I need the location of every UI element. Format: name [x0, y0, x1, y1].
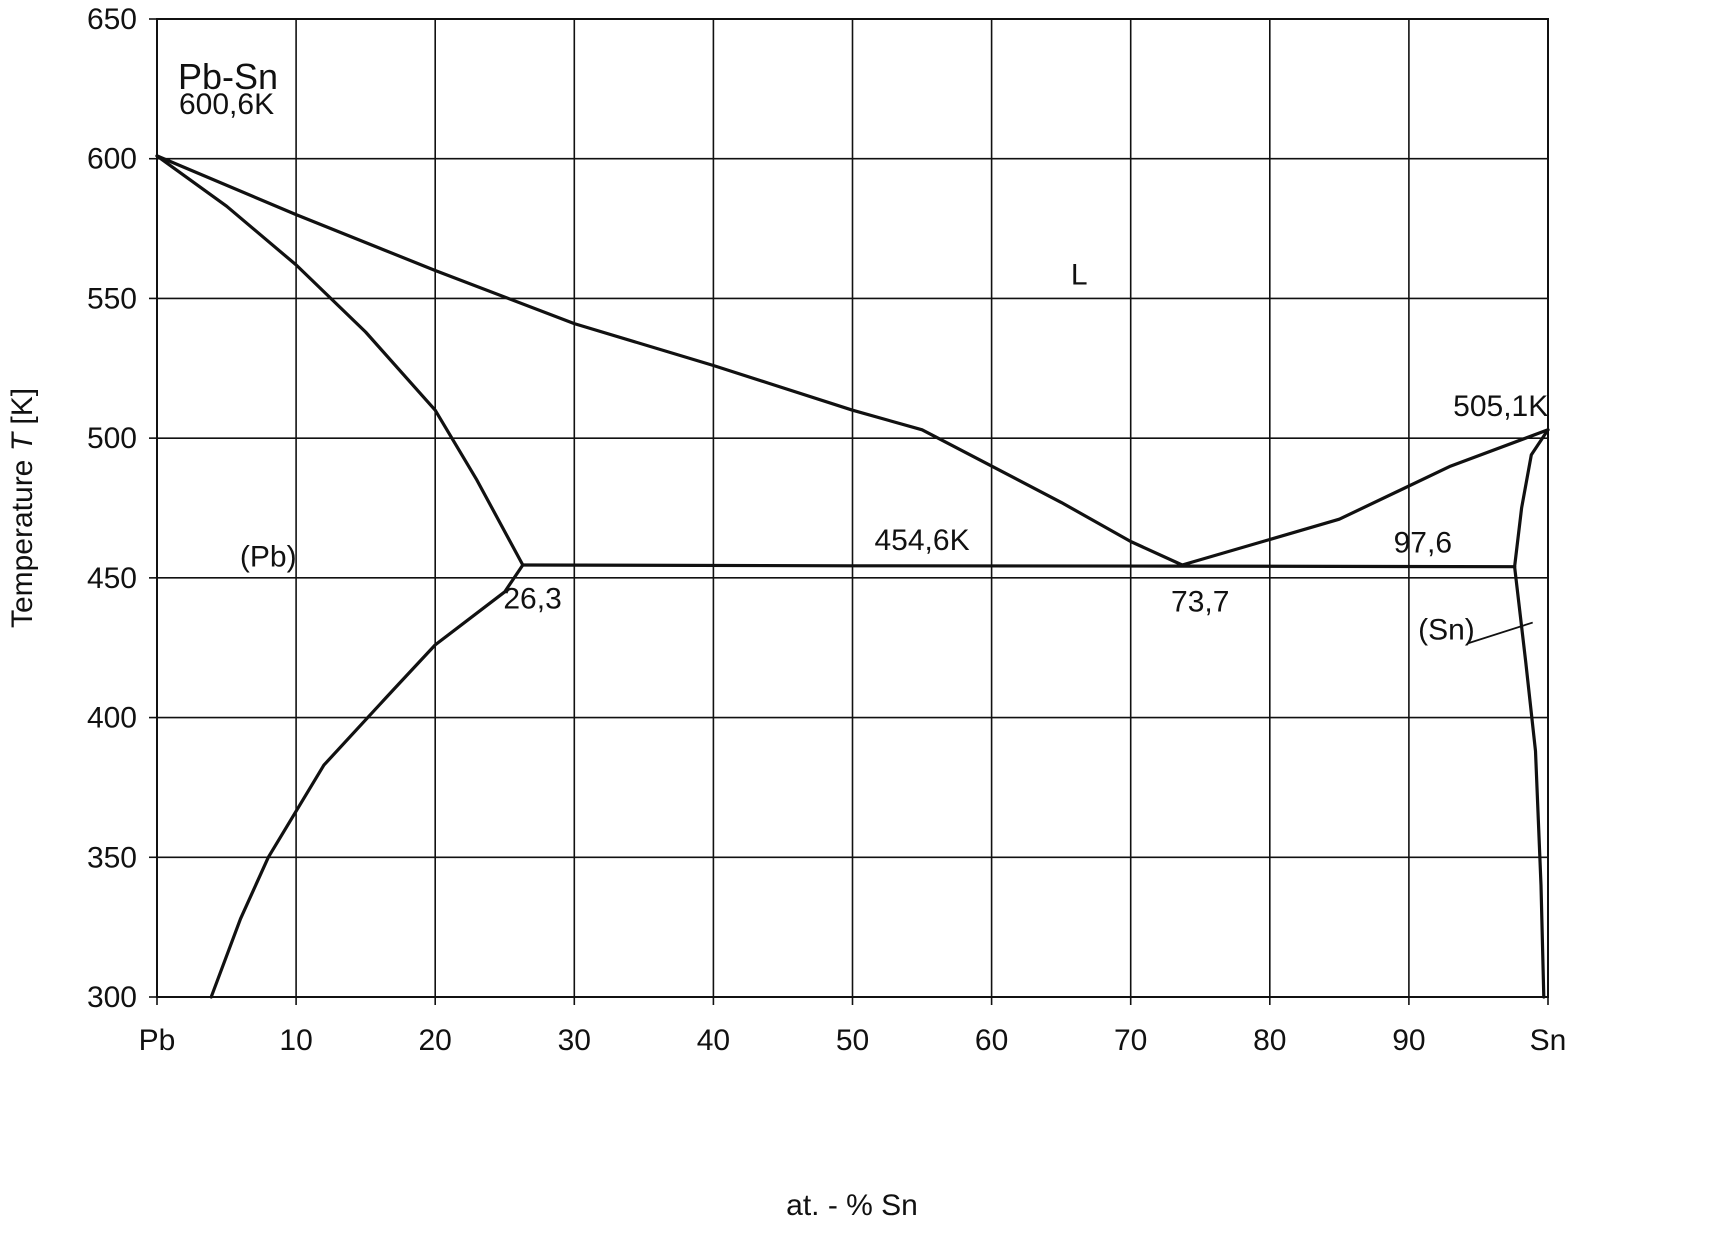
- sn-phase-leader-line: [1467, 621, 1533, 645]
- liquidus-sn-line: [1180, 428, 1550, 567]
- pb-melting-label: 600,6K: [179, 88, 274, 121]
- x-tick-label: 60: [975, 1024, 1008, 1057]
- solvus-sn-line: [1513, 565, 1546, 999]
- eutectic-pb-label: 26,3: [503, 583, 561, 616]
- y-axis-label: Temperature T [K]: [6, 388, 39, 628]
- solidus-sn-line: [1513, 428, 1550, 569]
- y-axis-label-variable: T: [6, 430, 39, 451]
- plot-frame: [156, 18, 1549, 998]
- x-tick-label: Sn: [1530, 1024, 1567, 1057]
- eutectic-temp-label: 454,6K: [875, 524, 970, 557]
- y-tick-label: 550: [87, 282, 137, 315]
- y-tick-label: 650: [87, 3, 137, 36]
- solidus-pb-line: [155, 154, 525, 567]
- y-tick-label: 300: [87, 981, 137, 1014]
- annotations: 454,6K 600,6K 505,1K L (Pb) 26,3 73,7 97,6 (Sn): [179, 88, 1548, 646]
- x-tick-label: Pb: [139, 1024, 176, 1057]
- x-axis-label: at. - % Sn: [786, 1189, 918, 1222]
- y-axis-ticks: 300 350 400 450 500 550 600 650: [87, 3, 137, 1014]
- liquid-label: L: [1071, 258, 1088, 291]
- x-tick-label: 20: [419, 1024, 452, 1057]
- grid-lines: [149, 18, 1549, 1005]
- eutectic-line-line: [521, 563, 1517, 569]
- y-tick-label: 350: [87, 841, 137, 874]
- x-tick-label: 80: [1253, 1024, 1286, 1057]
- x-tick-label: 90: [1392, 1024, 1425, 1057]
- sn-melting-label: 505,1K: [1453, 390, 1548, 423]
- y-tick-label: 450: [87, 562, 137, 595]
- liquidus-pb-line: [155, 154, 1184, 567]
- solvus-pb-line: [209, 563, 525, 999]
- y-tick-label: 400: [87, 702, 137, 735]
- pb-phase-label: (Pb): [240, 541, 297, 574]
- eutectic-comp-label: 73,7: [1171, 585, 1229, 618]
- x-tick-label: 70: [1114, 1024, 1147, 1057]
- x-axis-ticks: Pb 10 20 30 40 50 60 70 80 90 Sn: [139, 1024, 1567, 1057]
- y-tick-label: 500: [87, 422, 137, 455]
- phase-boundaries: [155, 154, 1550, 999]
- chart-title: Pb-Sn: [178, 56, 278, 97]
- x-tick-label: 10: [279, 1024, 312, 1057]
- sn-phase-label: (Sn): [1418, 613, 1475, 646]
- x-tick-label: 30: [558, 1024, 591, 1057]
- y-axis-label-unit: [K]: [6, 388, 39, 433]
- x-tick-label: 50: [836, 1024, 869, 1057]
- x-tick-label: 40: [697, 1024, 730, 1057]
- sn-limit-label: 97,6: [1394, 527, 1452, 560]
- y-tick-label: 600: [87, 143, 137, 176]
- y-axis-label-text: Temperature: [6, 451, 39, 628]
